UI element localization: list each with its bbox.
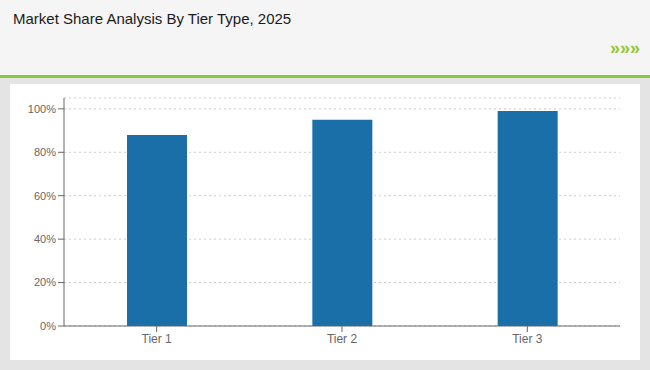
svg-text:Tier 2: Tier 2 bbox=[327, 332, 358, 346]
svg-text:60%: 60% bbox=[34, 190, 56, 202]
svg-text:Tier 1: Tier 1 bbox=[142, 332, 173, 346]
svg-text:80%: 80% bbox=[34, 146, 56, 158]
svg-text:0%: 0% bbox=[40, 320, 56, 332]
html-text:Market Share Analysis By Tier: Market Share Analysis By Tier Type, 2025 bbox=[13, 10, 292, 27]
svg-text:40%: 40% bbox=[34, 233, 56, 245]
svg-text:Tier 3: Tier 3 bbox=[512, 332, 543, 346]
svg-text:20%: 20% bbox=[34, 276, 56, 288]
svg-text:100%: 100% bbox=[28, 103, 56, 115]
